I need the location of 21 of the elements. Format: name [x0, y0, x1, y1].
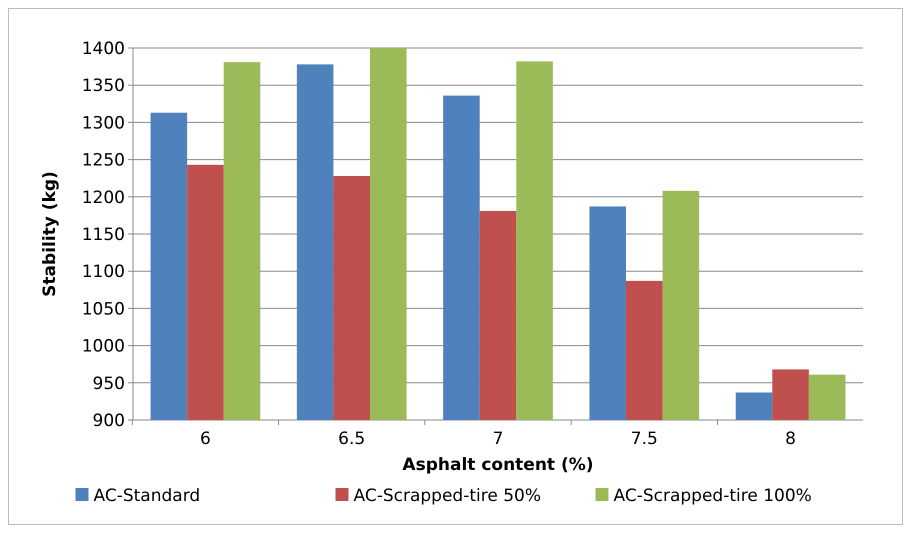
y-tick-label: 1200: [82, 188, 125, 208]
y-tick-label: 1350: [82, 76, 125, 96]
y-tick-label: 1050: [82, 299, 125, 320]
y-tick-label: 950: [92, 374, 125, 394]
y-tick-label: 1400: [82, 38, 125, 59]
y-tick-label: 1000: [82, 336, 125, 357]
y-tick-label: 1100: [82, 262, 125, 282]
y-axis-title: Stability (kg): [40, 171, 60, 297]
x-tick-label: 7: [492, 429, 504, 449]
x-axis-title: Asphalt content (%): [402, 455, 594, 475]
legend-label: AC-Scrapped-tire 50%: [354, 486, 541, 506]
x-tick-label: 6.5: [338, 429, 366, 449]
y-tick-label: 1150: [82, 224, 125, 245]
legend-label: AC-Scrapped-tire 100%: [614, 486, 812, 506]
legend-label: AC-Standard: [94, 486, 200, 506]
x-tick-label: 6: [200, 429, 211, 449]
x-tick-label: 7.5: [630, 429, 658, 449]
y-tick-label: 900: [92, 410, 125, 431]
x-tick-label: 8: [785, 429, 796, 449]
y-tick-label: 1250: [82, 150, 125, 171]
y-tick-label: 1300: [82, 113, 125, 134]
